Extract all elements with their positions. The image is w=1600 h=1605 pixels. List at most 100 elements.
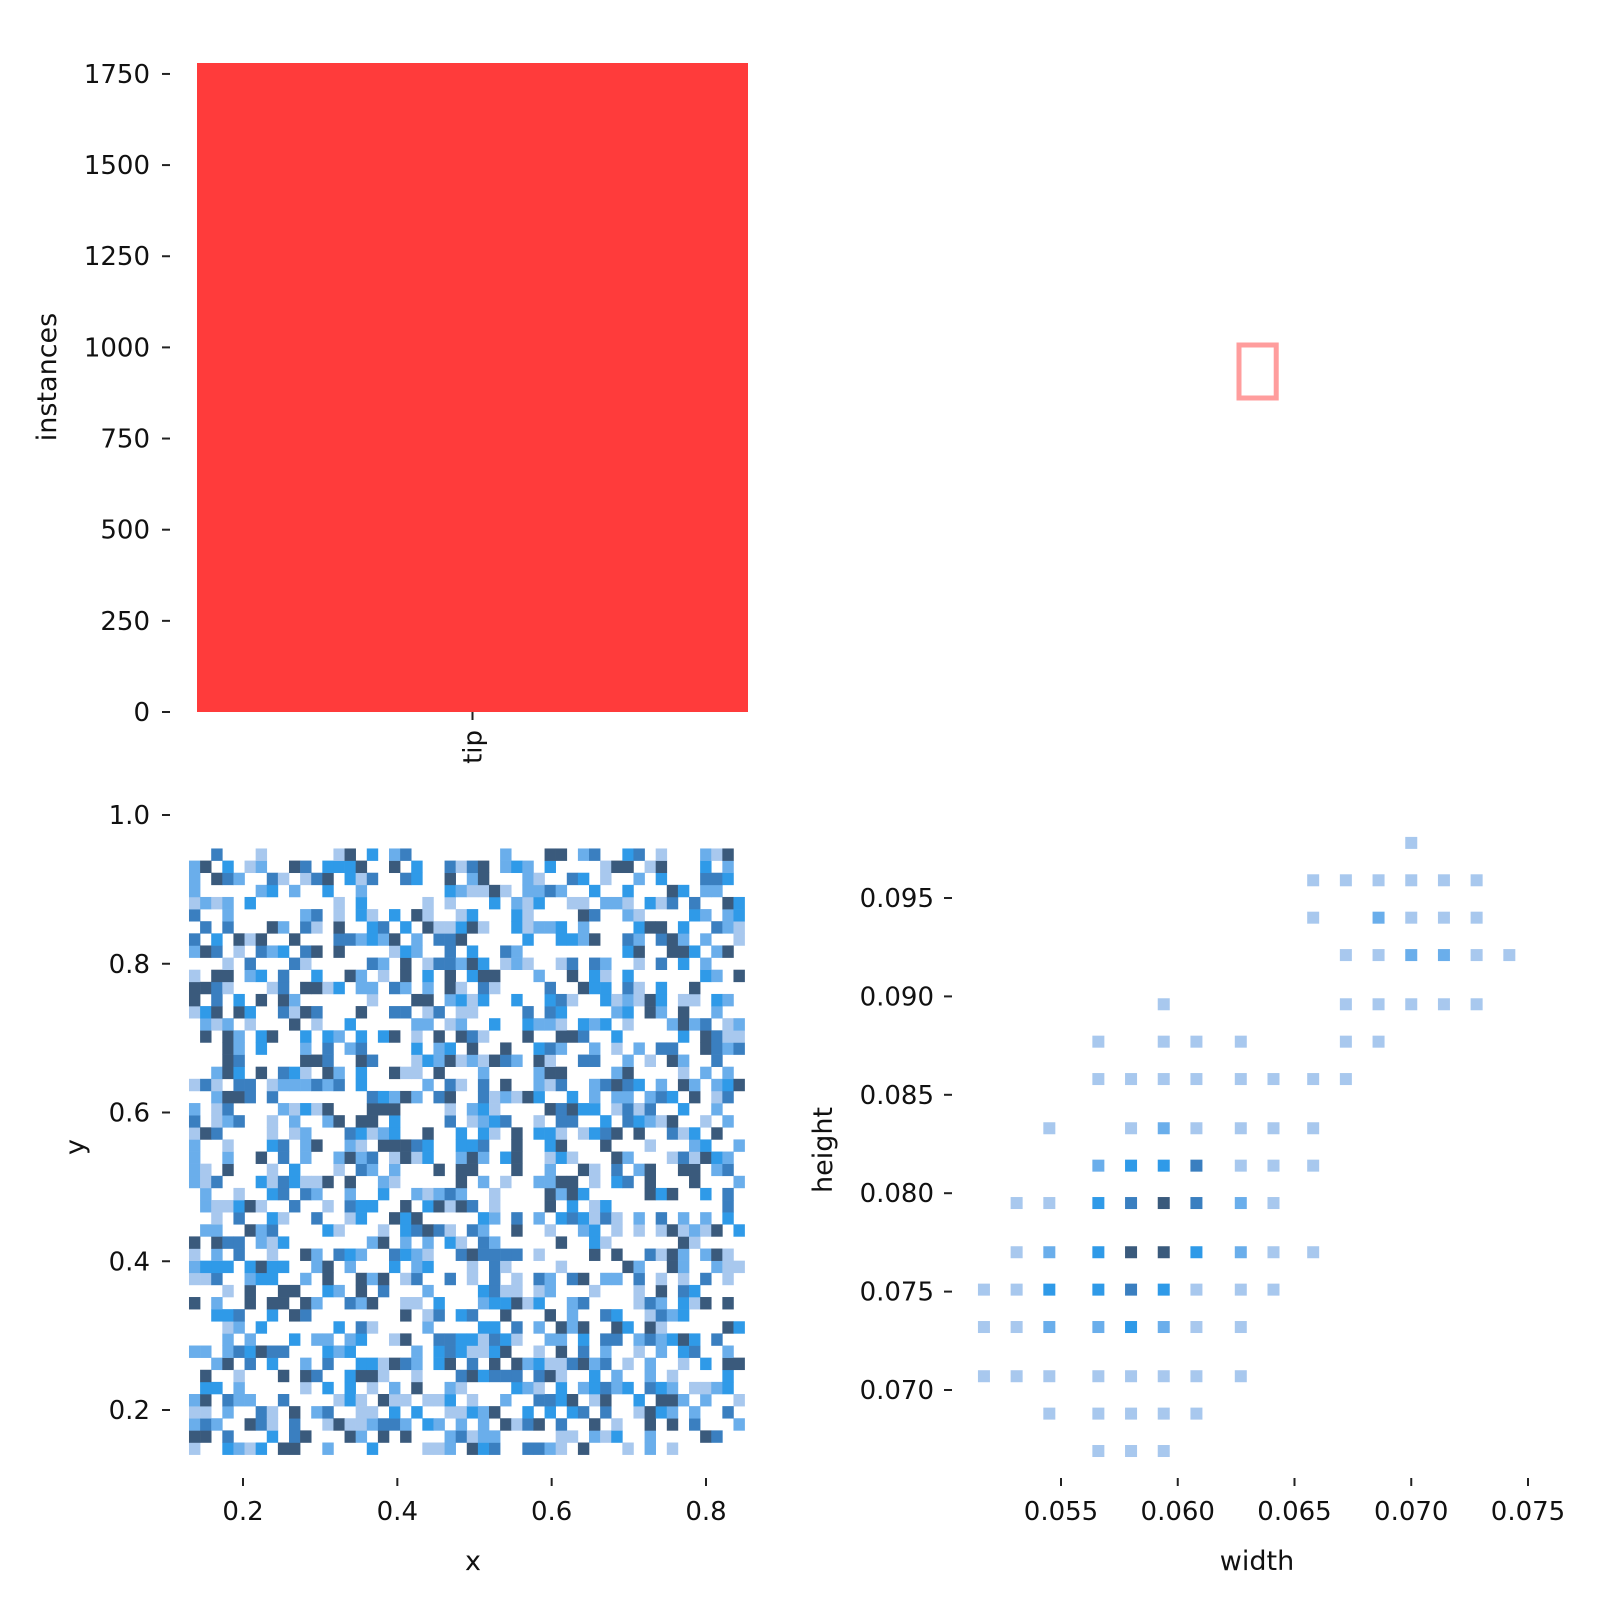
xy-bin-cell	[266, 1248, 279, 1261]
xy-bin-cell	[466, 872, 479, 886]
xy-bin-cell	[666, 1381, 679, 1395]
xy-bin-cell	[655, 993, 668, 1007]
xy-bin-cell	[644, 1309, 656, 1322]
xy-bin-cell	[288, 1163, 301, 1177]
xy-bin-cell	[311, 1103, 323, 1116]
xy-bin-cell	[433, 1442, 445, 1455]
xy-bin-cell	[288, 1309, 301, 1322]
xy-bin-cell	[477, 1284, 490, 1298]
xy-bin-cell	[466, 1394, 479, 1407]
xy-bin-cell	[400, 1394, 412, 1407]
xy-bin-cell	[577, 1212, 590, 1225]
xy-bin-cell	[344, 1187, 356, 1201]
xy-bin-cell	[355, 981, 368, 995]
xy-bin-cell	[511, 1357, 523, 1371]
xy-bin-cell	[244, 1006, 256, 1019]
xy-bin-cell	[489, 1054, 501, 1067]
xy-bin-cell	[477, 1054, 490, 1067]
xy-bin-cell	[477, 1212, 490, 1225]
xy-bin-cell	[200, 1260, 212, 1274]
xy-bin-cell	[333, 848, 345, 861]
xy-bin-cell	[188, 1430, 201, 1443]
xy-bin-cell	[700, 1248, 712, 1261]
xy-bin-cell	[544, 1103, 556, 1116]
xy-bin-cell	[522, 1018, 534, 1031]
wh-bin-cell	[977, 1283, 990, 1296]
x-tick-label: 0.075	[1491, 1497, 1565, 1527]
xy-bin-cell	[222, 1090, 234, 1104]
xy-bin-cell	[366, 1369, 379, 1383]
xy-bin-cell	[255, 1200, 268, 1213]
xy-bin-cell	[344, 1042, 356, 1055]
y-tick-label: 1250	[84, 242, 150, 272]
wh-bin-cell	[1043, 1197, 1056, 1210]
xy-bin-cell	[388, 1357, 401, 1371]
xy-bin-cell	[411, 1054, 423, 1067]
xy-bin-cell	[211, 1018, 223, 1031]
xy-bin-cell	[644, 1369, 656, 1383]
xy-bin-cell	[500, 1297, 512, 1310]
xy-bin-cell	[611, 1321, 623, 1334]
xy-bin-cell	[277, 1260, 290, 1274]
xy-bin-cell	[455, 1381, 468, 1395]
xy-bin-cell	[288, 933, 301, 946]
wh-bin-cell	[1405, 911, 1418, 924]
xy-bin-cell	[711, 1103, 723, 1116]
xy-bin-cell	[522, 1406, 534, 1419]
xy-bin-cell	[322, 1115, 334, 1128]
xy-bin-cell	[444, 1054, 456, 1067]
xy-bin-cell	[455, 1345, 468, 1358]
xy-bin-cell	[544, 993, 556, 1007]
xy-bin-cell	[344, 1430, 356, 1443]
xy-bin-cell	[489, 1357, 501, 1371]
xy-bin-cell	[666, 1090, 679, 1104]
xy-bin-cell	[366, 1127, 379, 1140]
xy-bin-cell	[489, 1200, 501, 1213]
xy-bin-cell	[544, 1078, 556, 1092]
xy-bin-cell	[611, 896, 623, 910]
xy-bin-cell	[477, 1139, 490, 1152]
xy-bin-cell	[533, 884, 545, 898]
wh-bin-cell	[977, 1370, 990, 1383]
xy-bin-cell	[577, 1381, 590, 1395]
xy-bin-cell	[422, 896, 434, 910]
xy-bin-cell	[700, 860, 712, 874]
xy-bin-cell	[666, 1418, 679, 1431]
xy-bin-cell	[600, 1345, 612, 1358]
xy-bin-cell	[722, 1090, 734, 1104]
xy-bin-cell	[222, 1200, 234, 1213]
wh-bin-cell	[1157, 998, 1170, 1011]
xy-bin-cell	[433, 1309, 445, 1322]
xy-bin-cell	[222, 1054, 234, 1067]
xy-bin-cell	[233, 1394, 245, 1407]
xy-bin-cell	[622, 848, 634, 861]
xy-bin-cell	[322, 872, 334, 886]
xy-bin-cell	[455, 1139, 468, 1152]
xy-bin-cell	[522, 1090, 534, 1104]
xy-bin-cell	[200, 1394, 212, 1407]
xy-bin-cell	[388, 1090, 401, 1104]
xy-bin-cell	[333, 921, 345, 934]
xy-bin-cell	[366, 1200, 379, 1213]
xy-bin-cell	[522, 896, 534, 910]
xy-bin-cell	[533, 969, 545, 983]
xy-bin-cell	[300, 1006, 312, 1019]
xy-bin-cell	[455, 921, 468, 934]
wh-bin-cell	[1157, 1073, 1170, 1086]
xy-bin-cell	[711, 1163, 723, 1177]
xy-bin-cell	[466, 860, 479, 874]
xy-bin-cell	[700, 1042, 712, 1055]
xy-bin-cell	[477, 957, 490, 970]
bounding-box-shape	[1236, 342, 1279, 401]
xy-bin-cell	[288, 1284, 301, 1298]
xy-bin-cell	[477, 860, 490, 874]
xy-bin-cell	[366, 1090, 379, 1104]
xy-bin-cell	[444, 1406, 456, 1419]
xy-bin-cell	[611, 1369, 623, 1383]
xy-bin-cell	[344, 848, 356, 861]
bars-group	[197, 63, 748, 712]
xy-bin-cell	[444, 1103, 456, 1116]
xy-bin-cell	[666, 1127, 679, 1140]
xy-bin-cell	[333, 1115, 345, 1128]
xy-bin-cell	[233, 1054, 245, 1067]
